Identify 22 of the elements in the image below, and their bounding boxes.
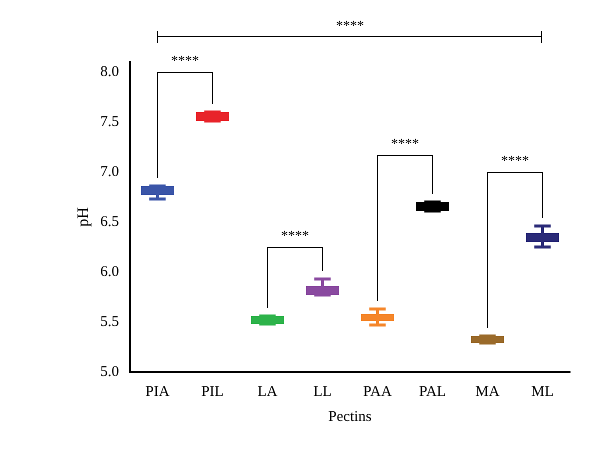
y-tick-label: 6.0 bbox=[100, 264, 119, 280]
x-tick-label: PAL bbox=[419, 384, 446, 400]
y-tick-label: 6.5 bbox=[100, 214, 119, 230]
x-tick-label: LA bbox=[257, 384, 278, 400]
x-tick-label: PAA bbox=[363, 384, 392, 400]
y-tick-label: 5.0 bbox=[100, 364, 119, 380]
annotation: **** bbox=[390, 137, 420, 153]
annotation: **** bbox=[170, 54, 200, 70]
y-tick-label: 7.5 bbox=[100, 114, 119, 130]
x-tick-label: MA bbox=[475, 384, 500, 400]
y-axis-title: pH bbox=[74, 206, 92, 227]
x-tick-label: LL bbox=[313, 384, 332, 400]
annotation: **** bbox=[500, 154, 530, 170]
y-tick-label: 5.5 bbox=[100, 314, 119, 330]
x-tick-label: PIA bbox=[145, 384, 170, 400]
annotation: **** bbox=[280, 229, 310, 245]
x-tick-label: PIL bbox=[201, 384, 224, 400]
x-axis-title: Pectins bbox=[328, 408, 372, 425]
text: **** bbox=[334, 19, 365, 35]
x-tick-label: ML bbox=[531, 384, 554, 400]
y-tick-label: 8.0 bbox=[100, 64, 119, 80]
y-tick-label: 7.0 bbox=[100, 164, 119, 180]
